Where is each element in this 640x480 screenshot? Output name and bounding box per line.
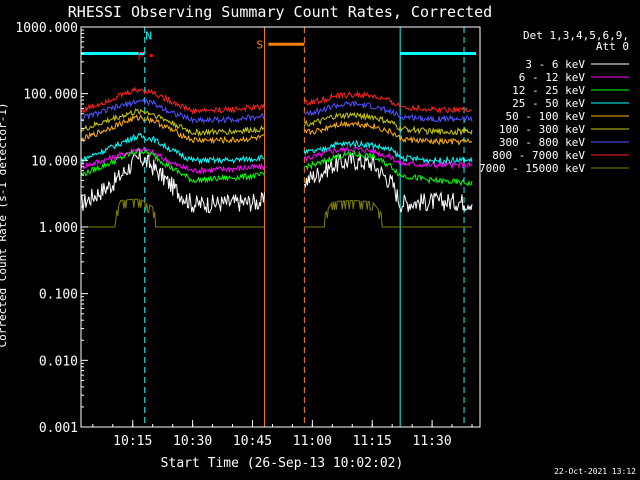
- legend-header-detectors: Det 1,3,4,5,6,9,: [523, 29, 629, 42]
- y-tick-label: 0.100: [39, 288, 78, 303]
- y-tick-label: 10.000: [31, 154, 78, 169]
- chart-series-group: [80, 86, 473, 228]
- flag-label: F: [137, 50, 144, 63]
- flag-marker: [149, 53, 153, 57]
- series-line: [80, 108, 473, 138]
- legend-label: 3 - 6 keV: [525, 58, 585, 71]
- series-line: [80, 86, 473, 115]
- y-tick-label: 0.010: [39, 354, 78, 369]
- y-axis: 1000.000 100.000 10.000 1.000 0.100 0.010 0.00…: [15, 21, 88, 436]
- x-axis-label: Start Time (26-Sep-13 10:02:02): [161, 456, 404, 471]
- generation-timestamp: 22-Oct-2021 13:12: [554, 467, 636, 476]
- x-tick-label: 11:15: [353, 434, 392, 449]
- state-bar-label: S: [256, 38, 263, 51]
- y-tick-label: 100.000: [23, 88, 78, 103]
- y-tick-label: 1.000: [39, 221, 78, 236]
- x-tick-label: 11:00: [293, 434, 332, 449]
- flag-label: N: [145, 29, 152, 42]
- legend-label: 800 - 7000 keV: [492, 149, 585, 162]
- legend-header-attenuator: Att 0: [596, 40, 629, 53]
- x-tick-label: 11:30: [413, 434, 452, 449]
- x-tick-label: 10:30: [173, 434, 212, 449]
- chart-title: RHESSI Observing Summary Count Rates, Co…: [68, 3, 492, 21]
- legend-label: 50 - 100 keV: [506, 110, 586, 123]
- x-axis: 10:15 10:30 10:45 11:00 11:15 11:30: [92, 420, 473, 449]
- legend-label: 100 - 300 keV: [499, 123, 585, 136]
- series-line: [80, 198, 472, 228]
- x-tick-label: 10:15: [113, 434, 152, 449]
- series-line: [80, 97, 473, 125]
- legend-label: 6 - 12 keV: [519, 71, 586, 84]
- y-axis-label: Corrected Count Rate (s-1 detector-1): [0, 102, 9, 347]
- y-tick-label: 0.001: [39, 421, 78, 436]
- legend-label: 12 - 25 keV: [512, 84, 585, 97]
- series-line: [80, 114, 473, 146]
- legend-label: 7000 - 15000 keV: [479, 162, 585, 175]
- series-line: [80, 148, 473, 187]
- legend-label: 25 - 50 keV: [512, 97, 585, 110]
- series-line: [80, 149, 473, 214]
- legend-label: 300 - 800 keV: [499, 136, 585, 149]
- x-tick-label: 10:45: [233, 434, 272, 449]
- series-line: [80, 132, 473, 165]
- chart-overlays: S FN: [80, 29, 477, 63]
- y-tick-label: 1000.000: [15, 21, 78, 36]
